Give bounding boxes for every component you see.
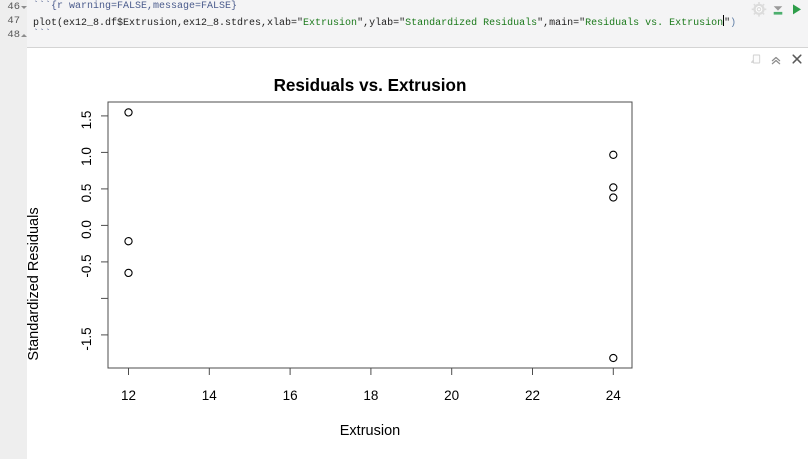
svg-text:Extrusion: Extrusion <box>340 423 400 439</box>
svg-text:0.0: 0.0 <box>79 220 94 239</box>
svg-text:16: 16 <box>283 388 298 403</box>
svg-text:18: 18 <box>363 388 378 403</box>
svg-text:Standardized Residuals: Standardized Residuals <box>26 207 42 360</box>
svg-text:-1.5: -1.5 <box>79 327 94 350</box>
svg-text:1.0: 1.0 <box>79 147 94 166</box>
svg-text:12: 12 <box>121 388 136 403</box>
svg-text:24: 24 <box>606 388 622 403</box>
svg-text:0.5: 0.5 <box>79 184 94 203</box>
svg-text:Residuals vs. Extrusion: Residuals vs. Extrusion <box>274 76 467 95</box>
svg-text:1.5: 1.5 <box>79 111 94 130</box>
svg-text:20: 20 <box>444 388 459 403</box>
svg-text:14: 14 <box>202 388 218 403</box>
svg-text:22: 22 <box>525 388 540 403</box>
svg-text:-0.5: -0.5 <box>79 254 94 277</box>
